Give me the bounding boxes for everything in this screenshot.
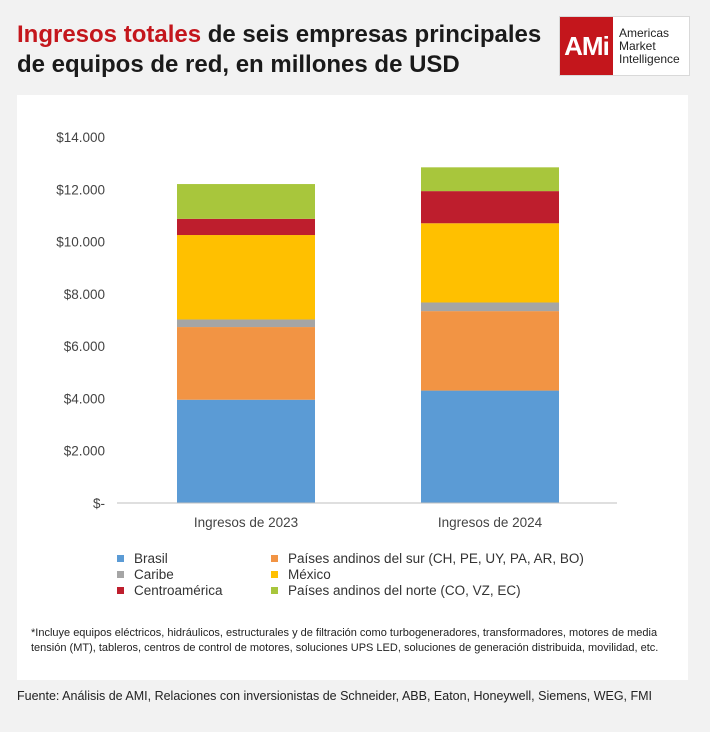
legend-label: Brasil xyxy=(134,551,168,566)
bar-segment xyxy=(177,327,315,400)
legend-swatch xyxy=(271,554,278,562)
ami-logo-words: Americas Market Intelligence xyxy=(619,27,680,66)
chart-title: Ingresos totales de seis empresas princi… xyxy=(17,20,557,80)
legend-swatch xyxy=(271,586,278,594)
bar-segment xyxy=(421,302,559,312)
bar-segment xyxy=(177,218,315,236)
legend-label: Países andinos del norte (CO, VZ, EC) xyxy=(288,583,521,598)
legend-item-paises-andinos-norte: Países andinos del norte (CO, VZ, EC) xyxy=(271,583,521,598)
legend-swatch xyxy=(117,554,124,562)
legend-label: Caribe xyxy=(134,567,174,582)
y-tick-label: $4.000 xyxy=(64,391,105,406)
bar-segment xyxy=(421,390,559,503)
legend-item-centroamerica: Centroamérica xyxy=(117,583,223,598)
legend-item-brasil: Brasil xyxy=(117,551,168,566)
chart-title-accent: Ingresos totales xyxy=(17,21,202,48)
legend-item-mexico: México xyxy=(271,567,331,582)
chart-title-rest: de seis empresas principales de equipos … xyxy=(17,21,542,78)
bar-segment xyxy=(421,223,559,303)
bar-segment xyxy=(177,319,315,328)
ami-logo-line-1: Americas xyxy=(619,26,670,40)
legend-label: Centroamérica xyxy=(134,583,223,598)
ami-logo-line-3: Intelligence xyxy=(619,52,680,66)
legend-item-caribe: Caribe xyxy=(117,567,174,582)
bar-segment xyxy=(177,184,315,219)
ami-logo-line-2: Market xyxy=(619,39,656,53)
legend-swatch xyxy=(117,570,124,578)
y-tick-label: $12.000 xyxy=(56,182,105,197)
legend-swatch xyxy=(271,570,278,578)
legend-swatch xyxy=(117,586,124,594)
ami-logo: AMi Americas Market Intelligence xyxy=(559,16,690,76)
stacked-bar-chart: $- $2.000 $4.000 $6.000 $8.000 $10.000 $12.000… xyxy=(56,130,617,530)
source-note: Fuente: Análisis de AMI, Relaciones con … xyxy=(17,689,653,703)
footnote: *Incluye equipos eléctricos, hidráulicos… xyxy=(31,627,659,654)
y-tick-label: $10.000 xyxy=(56,235,105,250)
bar-segment xyxy=(177,399,315,503)
y-tick-label: $8.000 xyxy=(64,287,105,302)
bar-segment xyxy=(421,191,559,224)
bar-segment xyxy=(421,311,559,391)
y-tick-label: $14.000 xyxy=(56,130,105,145)
chart-panel: $- $2.000 $4.000 $6.000 $8.000 $10.000 $12.000… xyxy=(17,95,688,680)
y-tick-label: $2.000 xyxy=(64,444,105,459)
bar-segment xyxy=(421,167,559,192)
legend-item-paises-andinos-sur: Países andinos del sur (CH, PE, UY, PA, … xyxy=(271,551,584,566)
y-tick-label: $- xyxy=(93,496,105,511)
x-tick-label: Ingresos de 2024 xyxy=(438,515,543,530)
bar-segment xyxy=(177,235,315,320)
legend-label: México xyxy=(288,567,331,582)
y-tick-label: $6.000 xyxy=(64,339,105,354)
x-tick-label: Ingresos de 2023 xyxy=(194,515,298,530)
ami-logo-mark: AMi xyxy=(560,17,613,75)
legend-label: Países andinos del sur (CH, PE, UY, PA, … xyxy=(288,551,584,566)
